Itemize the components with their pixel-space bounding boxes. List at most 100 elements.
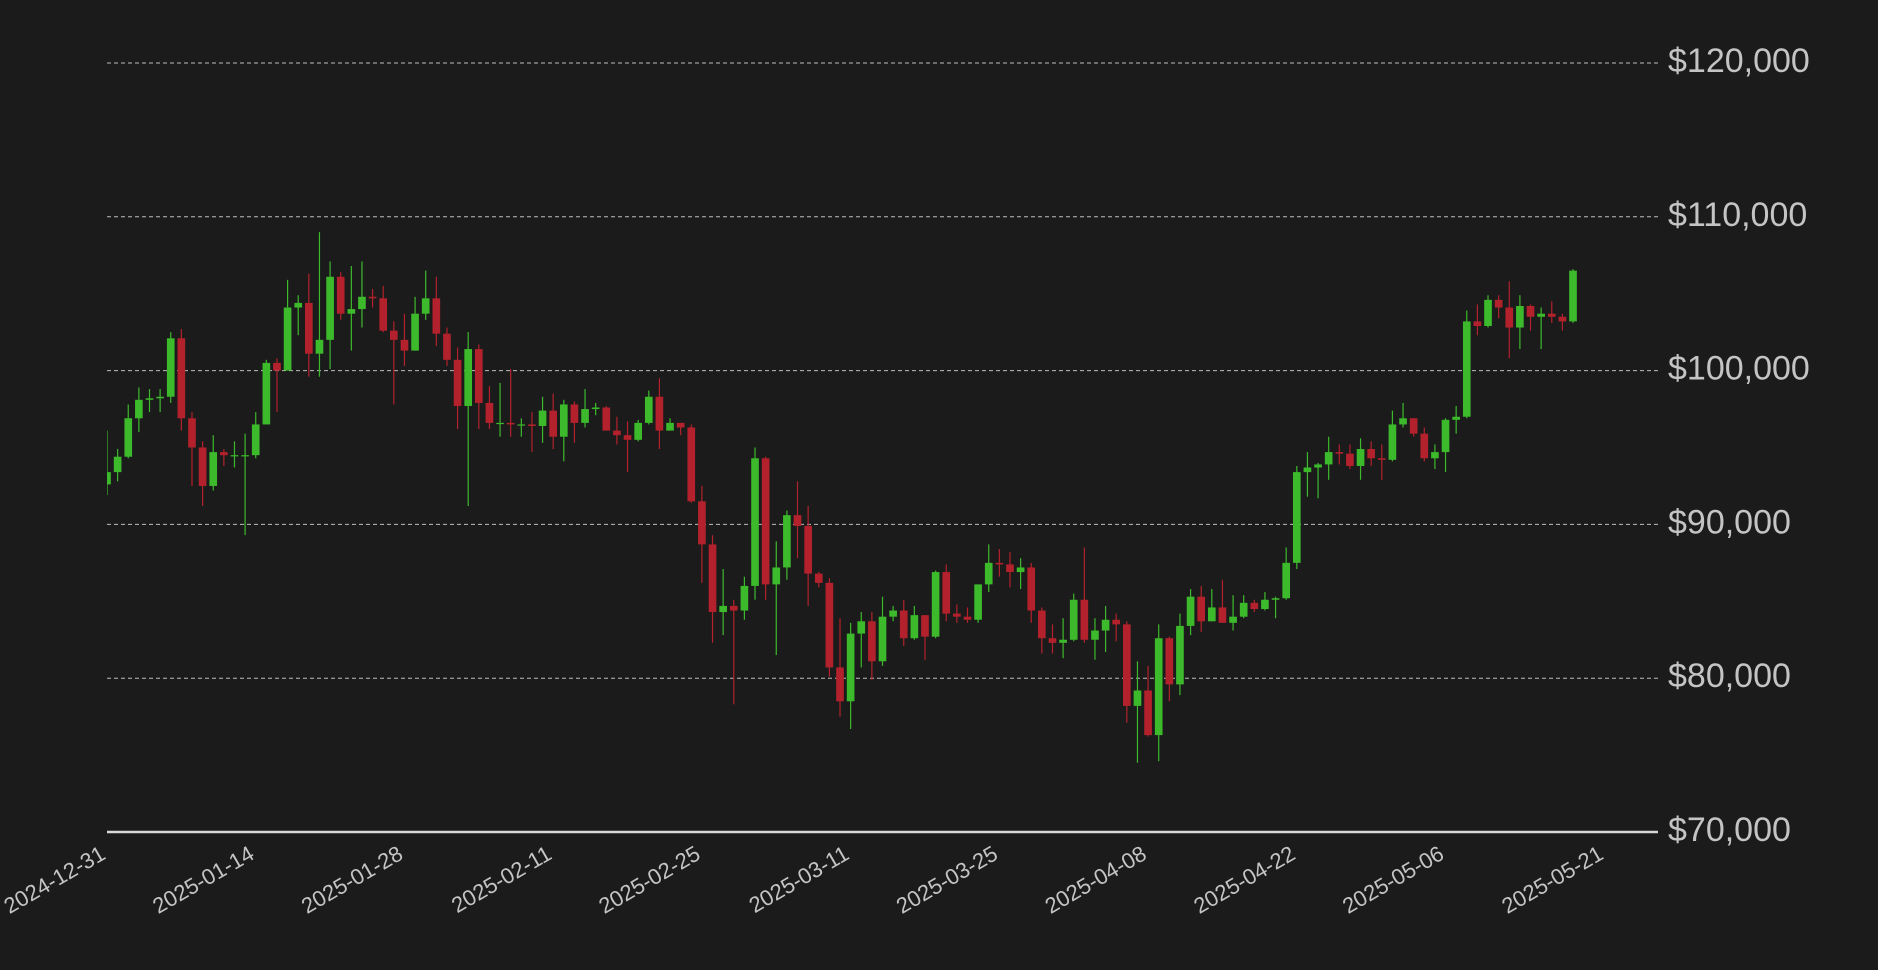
candle-body bbox=[1250, 602, 1259, 609]
candle-body bbox=[836, 667, 844, 702]
candle-body bbox=[124, 418, 133, 457]
candle-body bbox=[1388, 424, 1397, 460]
candle-body bbox=[1261, 599, 1269, 609]
candle-body bbox=[1367, 449, 1375, 459]
y-tick-label: $70,000 bbox=[1668, 811, 1791, 849]
x-tick-label: 2025-05-06 bbox=[1338, 841, 1448, 919]
candle-body bbox=[485, 402, 494, 423]
candle-body bbox=[729, 605, 738, 611]
candle-body bbox=[910, 615, 919, 639]
x-tick-label: 2025-02-25 bbox=[594, 841, 704, 919]
candle-body bbox=[1420, 433, 1429, 459]
candle-body bbox=[974, 584, 982, 620]
candle-body bbox=[1176, 625, 1184, 685]
x-tick-label: 2025-02-11 bbox=[447, 841, 556, 918]
y-tick-label: $100,000 bbox=[1668, 350, 1810, 388]
candle-body bbox=[1441, 419, 1450, 453]
candle-body bbox=[921, 615, 929, 637]
candle-body bbox=[751, 458, 759, 586]
candle-body bbox=[1048, 638, 1057, 643]
candle-body bbox=[113, 456, 122, 473]
candle-body bbox=[602, 407, 611, 431]
candle-body bbox=[1452, 416, 1460, 420]
candle-body bbox=[326, 276, 334, 340]
candle-body bbox=[432, 298, 441, 334]
candle-body bbox=[581, 409, 589, 423]
candle-body bbox=[984, 562, 993, 585]
candle-body bbox=[1494, 299, 1503, 308]
candle-body bbox=[294, 302, 303, 308]
candle-body bbox=[496, 422, 504, 425]
candle-body bbox=[889, 610, 897, 617]
candle-body bbox=[506, 422, 515, 425]
candle-body bbox=[177, 338, 186, 419]
candle-body bbox=[783, 515, 791, 568]
candle-body bbox=[1431, 452, 1439, 459]
x-tick-label: 2025-05-21 bbox=[1497, 841, 1607, 919]
candle-body bbox=[283, 307, 292, 371]
candle-body bbox=[719, 605, 727, 613]
candle-body bbox=[1154, 638, 1163, 736]
candle-body bbox=[1038, 610, 1046, 639]
candle-body bbox=[1303, 467, 1312, 473]
candle-body bbox=[305, 302, 313, 354]
candle-body bbox=[1484, 299, 1492, 326]
candle-body bbox=[687, 427, 696, 502]
candle-body bbox=[251, 424, 260, 456]
candle-body bbox=[400, 339, 409, 351]
candle-body bbox=[1133, 690, 1142, 706]
candle-body bbox=[931, 572, 940, 637]
candle-body bbox=[644, 396, 653, 423]
candle-body bbox=[1069, 599, 1078, 640]
candle-body bbox=[676, 422, 685, 428]
candle-body bbox=[1292, 472, 1301, 563]
candle-body bbox=[1165, 638, 1174, 685]
candle-body bbox=[1101, 619, 1110, 631]
candle-body bbox=[145, 398, 154, 400]
candle-body bbox=[708, 544, 717, 613]
candle-body bbox=[878, 616, 887, 662]
candle-body bbox=[1399, 418, 1407, 425]
candle-body bbox=[1462, 321, 1471, 417]
candle-body bbox=[358, 296, 366, 310]
candle-body bbox=[613, 430, 621, 436]
candle-body bbox=[666, 422, 674, 431]
candle-body bbox=[315, 339, 324, 354]
candle-body bbox=[1526, 306, 1535, 317]
candle-body bbox=[273, 362, 281, 371]
candle-body bbox=[1346, 453, 1354, 466]
candle-body bbox=[772, 567, 781, 585]
candle-body bbox=[1569, 270, 1577, 322]
candle-body bbox=[1537, 313, 1545, 317]
candle-body bbox=[368, 296, 377, 299]
x-tick-label: 2024-12-31 bbox=[0, 841, 109, 919]
candle-body bbox=[740, 585, 749, 611]
candle-body bbox=[814, 573, 823, 583]
y-tick-label: $90,000 bbox=[1668, 503, 1791, 541]
candle-body bbox=[390, 330, 398, 340]
candle-body bbox=[549, 410, 558, 437]
candle-body bbox=[825, 582, 834, 668]
x-tick-label: 2025-01-28 bbox=[297, 841, 407, 919]
candle-body bbox=[1027, 567, 1036, 611]
candle-body bbox=[336, 276, 345, 314]
candle-body bbox=[230, 455, 239, 457]
candle-body bbox=[953, 613, 961, 617]
candle-body bbox=[1271, 598, 1280, 600]
y-tick-label: $80,000 bbox=[1668, 657, 1791, 695]
candle-body bbox=[1229, 616, 1237, 623]
candle-body bbox=[1505, 307, 1514, 328]
candle-body bbox=[166, 338, 175, 397]
candle-body bbox=[528, 424, 536, 426]
candle-body bbox=[559, 404, 568, 437]
candle-body bbox=[655, 396, 664, 431]
candle-body bbox=[1324, 452, 1333, 465]
candle-body bbox=[570, 404, 579, 423]
candle-body bbox=[1186, 596, 1195, 626]
candles bbox=[107, 232, 1577, 763]
candle-body bbox=[464, 349, 473, 406]
x-tick-label: 2025-03-11 bbox=[745, 841, 854, 918]
candle-body bbox=[1144, 690, 1152, 736]
candle-body bbox=[1006, 564, 1014, 573]
